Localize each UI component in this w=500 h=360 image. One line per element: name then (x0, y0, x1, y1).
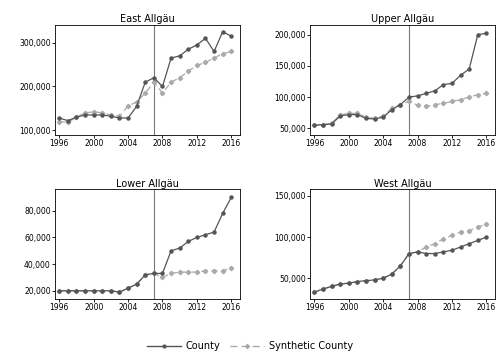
Title: West Allgäu: West Allgäu (374, 179, 432, 189)
Title: Lower Allgäu: Lower Allgäu (116, 179, 179, 189)
Legend: County, Synthetic County: County, Synthetic County (143, 337, 357, 355)
Title: Upper Allgäu: Upper Allgäu (371, 14, 434, 24)
Title: East Allgäu: East Allgäu (120, 14, 175, 24)
